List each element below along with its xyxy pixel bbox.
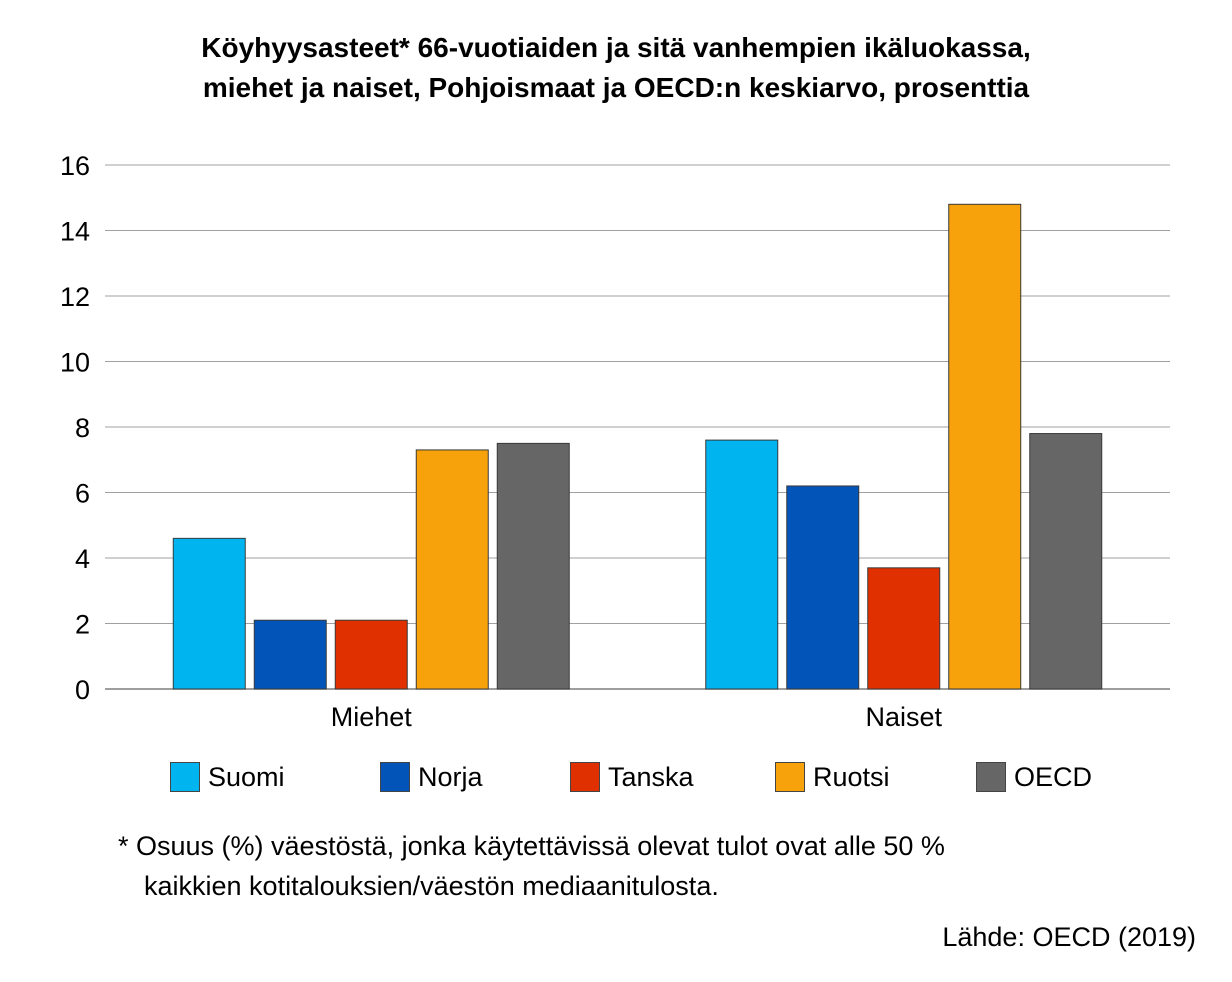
footnote-line1: * Osuus (%) väestöstä, jonka käytettävis…	[118, 831, 945, 861]
y-tick-label: 14	[60, 217, 90, 247]
bar-tanska-miehet	[334, 619, 408, 690]
legend-swatch	[170, 762, 200, 792]
y-tick-label: 8	[75, 413, 90, 443]
source-note: Lähde: OECD (2019)	[942, 922, 1196, 952]
footnote-line2: kaikkien kotitalouksien/väestön mediaani…	[144, 871, 719, 901]
y-tick-label: 16	[60, 151, 90, 181]
bar-chart: 0 2 4 6 8 10 12 14 16 Miehet Naiset	[60, 151, 1170, 732]
y-tick-label: 12	[60, 282, 90, 312]
legend-label: Ruotsi	[813, 761, 890, 792]
y-tick-label: 4	[75, 544, 90, 574]
bar-suomi-miehet	[172, 537, 246, 690]
bar-norja-naiset	[786, 485, 860, 690]
legend-item-norja: Norja	[380, 757, 483, 797]
legend-label: Suomi	[208, 761, 285, 792]
chart-title-line1: Köyhyysasteet* 66-vuotiaiden ja sitä van…	[201, 32, 1031, 63]
legend-swatch	[976, 762, 1006, 792]
legend-item-oecd: OECD	[976, 757, 1092, 797]
chart-title: Köyhyysasteet* 66-vuotiaiden ja sitä van…	[0, 28, 1232, 108]
legend-item-suomi: Suomi	[170, 757, 285, 797]
chart-title-line2: miehet ja naiset, Pohjoismaat ja OECD:n …	[202, 72, 1030, 103]
legend-swatch	[570, 762, 600, 792]
bar-ruotsi-naiset	[948, 203, 1022, 690]
legend-label: Norja	[418, 761, 483, 792]
x-category-label: Naiset	[865, 702, 942, 732]
y-tick-label: 2	[75, 610, 90, 640]
y-tick-label: 10	[60, 348, 90, 378]
x-category-label: Miehet	[331, 702, 413, 732]
legend-label: OECD	[1014, 761, 1093, 792]
bar-oecd-naiset	[1029, 433, 1103, 690]
legend-label: Tanska	[608, 761, 694, 792]
bar-oecd-miehet	[496, 442, 570, 690]
legend-item-ruotsi: Ruotsi	[775, 757, 890, 797]
bar-tanska-naiset	[867, 567, 941, 690]
bar-suomi-naiset	[705, 439, 779, 690]
legend-swatch	[380, 762, 410, 792]
bar-norja-miehet	[253, 619, 327, 690]
legend-item-tanska: Tanska	[570, 757, 694, 797]
bar-ruotsi-miehet	[415, 449, 489, 690]
legend-swatch	[775, 762, 805, 792]
footnote: * Osuus (%) väestöstä, jonka käytettävis…	[118, 826, 945, 906]
y-tick-label: 0	[75, 675, 90, 705]
legend: Suomi Norja Tanska Ruotsi OECD	[170, 757, 1130, 797]
y-tick-label: 6	[75, 479, 90, 509]
